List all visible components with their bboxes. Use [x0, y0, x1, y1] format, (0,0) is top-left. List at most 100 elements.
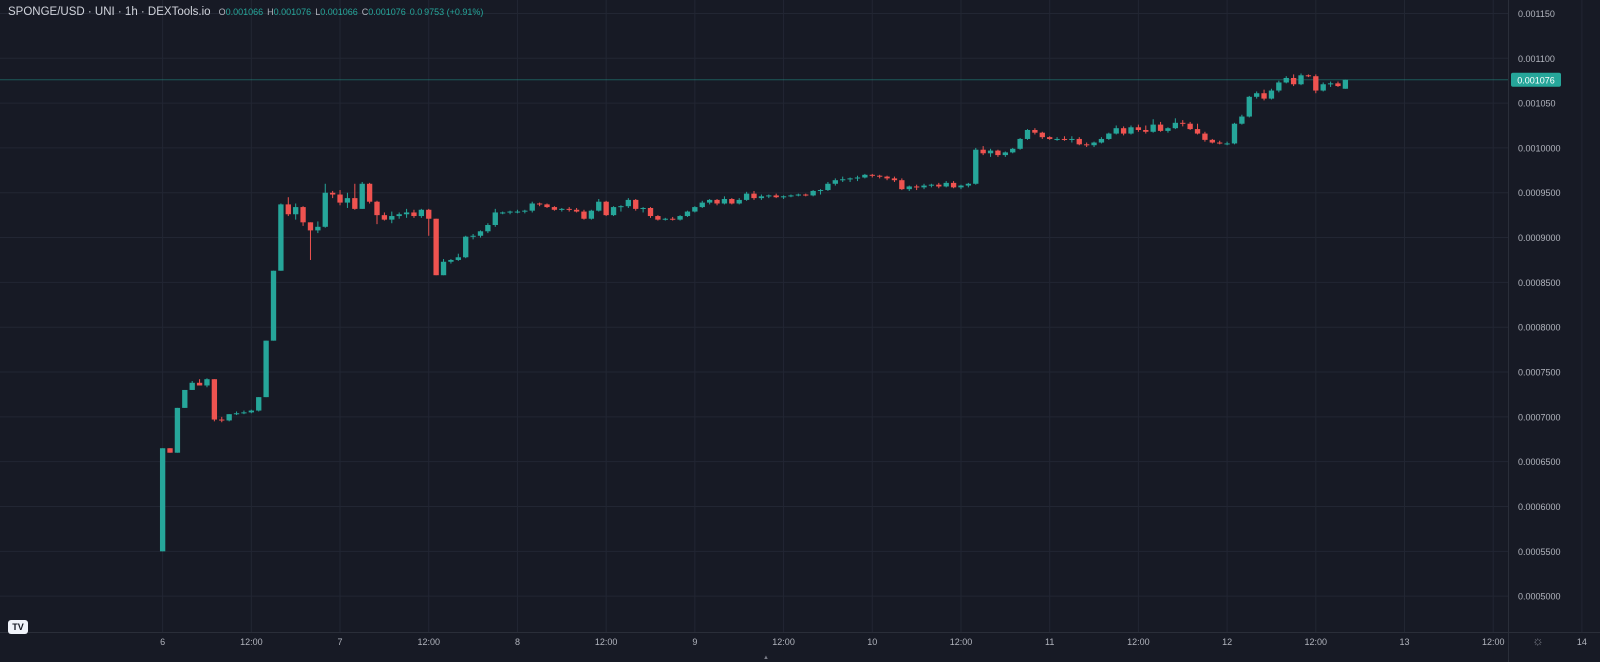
- price-tick-label: 0.0005000: [1518, 592, 1561, 602]
- candle-body: [780, 196, 787, 198]
- candle-body: [403, 212, 410, 215]
- settings-gear-icon[interactable]: ☼: [1532, 633, 1544, 648]
- candle-body: [840, 179, 846, 181]
- candle-body: [610, 207, 617, 216]
- candle-body: [965, 183, 972, 186]
- candle-body: [1120, 128, 1127, 134]
- candle-body: [1002, 152, 1008, 156]
- candle-body: [950, 182, 957, 188]
- candle-body: [1039, 132, 1045, 138]
- candles: [159, 73, 1349, 552]
- candle-body: [899, 180, 905, 190]
- chart-legend: SPONGE/USD · UNI · 1h · DEXTools.io O 0.…: [8, 5, 487, 19]
- low-key: L: [315, 7, 321, 17]
- candle-body: [1239, 116, 1245, 124]
- candle-body: [219, 419, 225, 421]
- price-tick-label: 0.0005500: [1518, 547, 1561, 557]
- time-tick-label: 12:00: [1305, 637, 1328, 647]
- candle-body: [773, 195, 779, 198]
- candle-body: [477, 231, 484, 236]
- candle-body: [366, 183, 373, 202]
- candle-body: [551, 207, 558, 210]
- price-tick-label: 0.0009000: [1518, 233, 1561, 243]
- candle-body: [581, 211, 587, 219]
- candle-body: [706, 199, 713, 203]
- candle-body: [167, 448, 173, 453]
- candle-body: [426, 209, 432, 219]
- scroll-handle-icon[interactable]: ▲: [763, 655, 769, 661]
- close-value: 0.001076: [368, 7, 406, 17]
- candle-body: [1106, 133, 1112, 139]
- candle-body: [1254, 93, 1260, 97]
- time-tick-label: 12: [1222, 637, 1232, 647]
- candle-body: [440, 261, 447, 276]
- candle-body: [1231, 123, 1238, 144]
- time-tick-label: 6: [160, 637, 165, 647]
- time-axis: 6 12:00 7 12:00 8 12:00 9 12:00 10 12:00 11 12:00 12…: [0, 632, 1600, 647]
- candle-body: [1098, 138, 1105, 143]
- price-tick-label: 0.0009500: [1518, 188, 1561, 198]
- candle-body: [1246, 96, 1252, 117]
- candle-body: [1150, 124, 1156, 132]
- candle-body: [1276, 82, 1282, 91]
- candle-body: [721, 199, 728, 204]
- candle-body: [810, 190, 816, 196]
- candle-body: [374, 201, 380, 216]
- candle-body: [891, 178, 898, 181]
- candle-body: [588, 210, 595, 219]
- candle-body: [455, 257, 461, 260]
- last-price-badge: [1511, 72, 1561, 87]
- candle-body: [522, 210, 528, 212]
- candle-body: [1268, 90, 1275, 99]
- symbol-title[interactable]: SPONGE/USD · UNI · 1h · DEXTools.io: [8, 6, 211, 18]
- candle-body: [751, 193, 757, 199]
- candle-body: [817, 190, 824, 192]
- candle-body: [211, 379, 218, 420]
- time-tick-label: 7: [338, 637, 343, 647]
- time-tick-label: 12:00: [240, 637, 263, 647]
- candle-body: [463, 236, 469, 258]
- candle-body: [987, 150, 994, 154]
- candle-body: [300, 207, 306, 223]
- time-tick-label: 12:00: [772, 637, 795, 647]
- high-value: 0.001076: [273, 7, 312, 17]
- candle-body: [625, 199, 631, 207]
- price-tick-label: 0.0007500: [1518, 368, 1561, 378]
- price-tick-label: 0.0010000: [1518, 143, 1561, 153]
- candle-body: [204, 379, 210, 386]
- candle-body: [270, 270, 277, 341]
- candle-body: [1224, 143, 1230, 145]
- candle-body: [566, 208, 572, 210]
- low-value: 0.001066: [320, 7, 358, 17]
- time-tick-label: 13: [1400, 637, 1410, 647]
- candle-body: [1335, 83, 1341, 87]
- candle-body: [1069, 138, 1075, 140]
- candle-body: [928, 184, 935, 186]
- candle-body: [196, 382, 203, 386]
- candle-body: [492, 212, 498, 226]
- time-tick-label: 10: [867, 637, 877, 647]
- candle-body: [729, 199, 735, 204]
- candle-body: [640, 207, 646, 209]
- candle-body: [995, 150, 1001, 156]
- price-tick-label: 0.0006500: [1518, 457, 1561, 467]
- candle-body: [1165, 128, 1171, 131]
- candle-body: [359, 183, 365, 209]
- candle-body: [1298, 75, 1304, 85]
- candle-body: [1143, 129, 1149, 132]
- candle-body: [1217, 142, 1223, 144]
- time-tick-label: 9: [692, 637, 697, 647]
- open-value: 0.001066: [225, 7, 264, 17]
- candle-body: [877, 175, 883, 177]
- candle-body: [1157, 124, 1164, 131]
- candle-body: [507, 211, 513, 213]
- candle-body: [500, 212, 506, 214]
- candle-body: [766, 195, 772, 197]
- candle-body: [618, 206, 624, 208]
- candle-body: [1209, 139, 1215, 143]
- tradingview-logo-icon[interactable]: TV: [8, 620, 28, 634]
- candle-body: [1083, 144, 1090, 146]
- candle-body: [1283, 77, 1289, 83]
